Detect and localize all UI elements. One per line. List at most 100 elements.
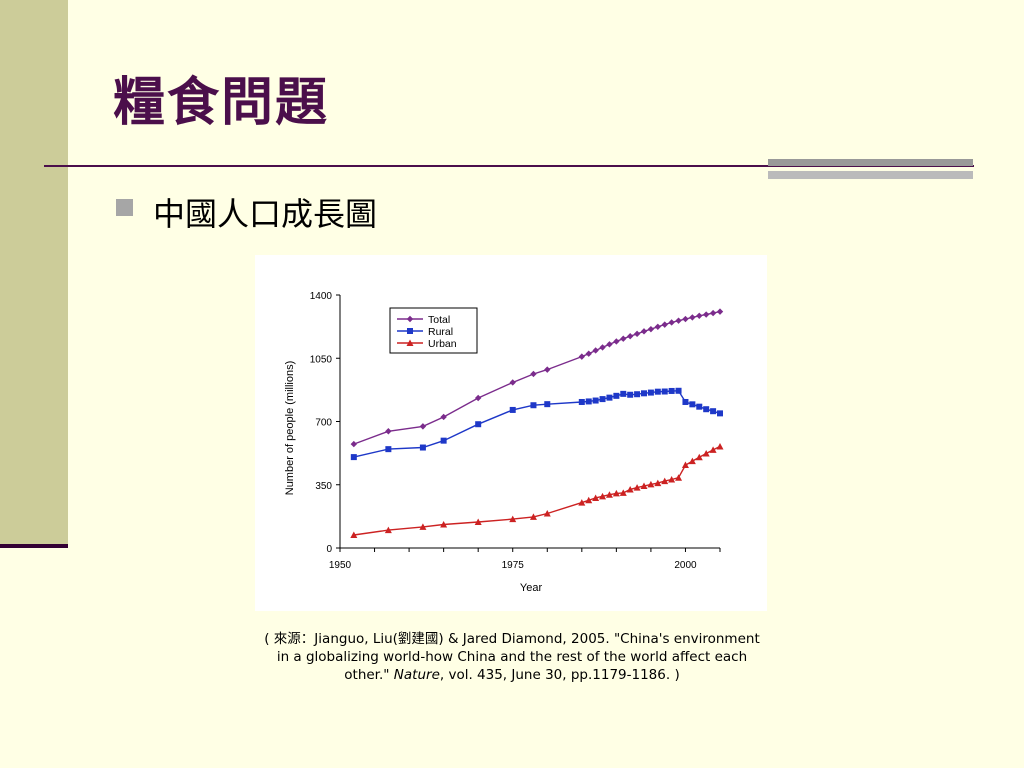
side-band: [0, 0, 68, 545]
urban-data-point: [529, 513, 537, 520]
rule-accent-light: [768, 171, 973, 179]
caption-journal: Nature: [393, 667, 440, 683]
urban-data-point: [599, 492, 607, 500]
y-tick-label: 700: [315, 418, 332, 429]
legend-label: Urban: [428, 338, 457, 350]
urban-data-point: [681, 461, 689, 469]
urban-data-point: [612, 489, 620, 497]
urban-data-point: [585, 496, 593, 504]
y-tick-label: 1050: [310, 354, 333, 365]
x-tick-label: 1950: [329, 560, 352, 571]
x-axis-label: Year: [520, 582, 543, 594]
population-chart: 0 350 700 1050 1400 1950 1975 2000 TotalRuralUr…: [284, 291, 724, 594]
total-data-point: [419, 423, 427, 430]
total-data-point: [509, 379, 516, 386]
total-data-point: [633, 330, 641, 338]
urban-data-point: [474, 518, 482, 525]
total-data-point: [640, 328, 648, 335]
x-tick-label: 1975: [502, 560, 525, 571]
total-data-point: [654, 323, 662, 331]
total-data-point: [599, 344, 606, 351]
caption-text-1: ( 來源：Jianguo, Liu(劉建國) & Jared Diamond, …: [264, 631, 760, 683]
total-data-point: [626, 333, 634, 340]
side-band-divider: [0, 544, 68, 548]
rural-data-point: [647, 389, 654, 396]
rural-data-point: [675, 387, 682, 394]
urban-data-point: [626, 485, 634, 493]
total-data-point: [620, 335, 627, 342]
y-tick-label: 350: [315, 481, 332, 492]
rural-data-point: [475, 421, 482, 428]
slide-title: 糧食問題: [113, 73, 330, 133]
total-data-point: [578, 353, 586, 360]
total-data-point: [613, 338, 620, 345]
rural-data-point: [668, 387, 675, 394]
rural-data-point: [544, 401, 551, 408]
total-data-point: [544, 366, 551, 373]
rural-data-point: [585, 398, 592, 405]
y-tick-label: 0: [326, 544, 332, 555]
rural-data-point: [654, 388, 661, 395]
rural-data-point: [613, 392, 620, 399]
urban-data-point: [592, 494, 600, 501]
rural-data-point: [599, 396, 606, 403]
total-data-point: [716, 308, 724, 315]
rural-data-point: [592, 397, 599, 404]
urban-data-point: [661, 477, 669, 485]
legend-swatch-marker: [406, 339, 414, 346]
urban-data-point: [716, 442, 724, 450]
rural-data-point: [350, 454, 357, 461]
legend-swatch-marker: [406, 315, 414, 323]
source-caption: ( 來源：Jianguo, Liu(劉建國) & Jared Diamond, …: [262, 630, 762, 684]
x-tick-label: 2000: [674, 560, 697, 571]
total-data-point: [689, 314, 696, 321]
bullet-square-icon: [116, 199, 133, 216]
chart-panel: 0 350 700 1050 1400 1950 1975 2000 Total Rural Ur…: [255, 255, 767, 611]
rural-data-point: [620, 390, 627, 397]
total-data-point: [709, 309, 717, 317]
caption-text-2: , vol. 435, June 30, pp.1179-1186. ): [439, 667, 680, 683]
rural-data-point: [689, 401, 696, 408]
urban-data-point: [605, 491, 613, 498]
rural-data-point: [440, 437, 447, 444]
total-data-point: [702, 311, 710, 318]
total-data-point: [585, 350, 592, 357]
urban-data-point: [509, 515, 517, 523]
bullet-text: 中國人口成長圖: [153, 195, 378, 233]
total-data-point: [474, 394, 482, 402]
total-data-point: [696, 312, 703, 319]
urban-data-point: [619, 489, 627, 496]
urban-data-point: [640, 482, 648, 490]
total-data-point: [440, 413, 447, 421]
rural-data-point: [627, 391, 634, 398]
rural-data-point: [606, 394, 613, 401]
title-rule: [44, 165, 974, 167]
urban-data-point: [709, 446, 717, 453]
urban-data-point: [688, 457, 696, 465]
rural-data-point: [703, 406, 710, 413]
urban-series-line: [353, 445, 721, 536]
urban-data-point: [440, 521, 448, 528]
urban-data-point: [633, 484, 641, 491]
urban-data-point: [695, 453, 703, 461]
urban-data-point: [675, 474, 683, 481]
urban-data-point: [668, 476, 676, 483]
legend-swatch-marker: [407, 328, 413, 334]
urban-data-point: [543, 509, 551, 517]
urban-data-point: [702, 449, 710, 457]
rural-data-point: [509, 406, 516, 413]
rural-data-point: [634, 391, 641, 398]
rural-data-point: [385, 446, 392, 453]
legend-label: Rural: [428, 326, 453, 338]
rural-data-point: [710, 408, 717, 415]
total-data-point: [682, 315, 689, 323]
total-data-point: [668, 319, 675, 326]
urban-data-point: [384, 526, 392, 534]
total-data-point: [592, 347, 599, 354]
rural-data-point: [661, 388, 668, 395]
legend-label: Total: [428, 314, 450, 326]
total-data-point: [385, 428, 392, 435]
y-tick-label: 1400: [310, 291, 333, 302]
rural-data-point: [696, 403, 703, 410]
